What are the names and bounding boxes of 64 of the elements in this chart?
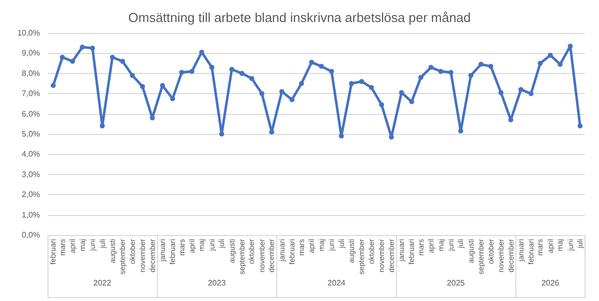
y-tick-label: 6,0% — [22, 109, 40, 118]
point — [289, 97, 294, 102]
point — [528, 91, 534, 96]
point — [418, 74, 424, 80]
y-tick-label: 5,0% — [22, 130, 40, 138]
x2-tick-label: 2025 — [446, 278, 466, 288]
point — [438, 68, 444, 74]
point — [100, 123, 105, 128]
point — [498, 90, 504, 96]
y-tick-label: 8,0% — [22, 68, 40, 78]
point — [189, 68, 194, 74]
y-tick-label: 7,0% — [22, 89, 40, 98]
y-tick-label: 9,0% — [22, 48, 40, 58]
point — [428, 64, 434, 70]
point — [90, 46, 95, 51]
point — [309, 60, 314, 65]
x2-tick-label: 2024 — [328, 278, 346, 288]
y-tick-label: 2,0% — [22, 190, 40, 200]
x2-tick-label: 2026 — [541, 278, 560, 288]
x2-tick-label: 2023 — [208, 278, 226, 288]
y-tick-label: 1,0% — [22, 210, 40, 220]
point — [239, 70, 244, 76]
y-tick-label: 10,0% — [17, 28, 40, 38]
point — [110, 54, 115, 60]
point — [349, 81, 354, 86]
point — [409, 99, 414, 104]
point — [249, 76, 254, 81]
point — [379, 102, 384, 108]
x2-tick-label: 2022 — [93, 278, 112, 288]
point — [60, 54, 65, 60]
point — [468, 72, 474, 78]
point — [179, 70, 184, 75]
point — [448, 70, 454, 75]
point — [279, 89, 284, 94]
point — [359, 78, 364, 84]
point — [298, 81, 304, 86]
chart-title: Omsättning till arbete bland inskrivna arbetslösa per månad — [128, 10, 471, 25]
point — [558, 62, 563, 67]
point — [488, 64, 494, 69]
point — [478, 62, 484, 67]
point — [120, 58, 126, 64]
point — [548, 52, 553, 58]
point — [568, 44, 573, 49]
point — [318, 64, 324, 69]
point — [259, 91, 264, 96]
point — [538, 60, 543, 66]
point — [368, 85, 374, 90]
point — [50, 83, 56, 88]
point — [219, 132, 224, 136]
y-tick-label: 3,0% — [22, 170, 40, 179]
point — [518, 87, 524, 92]
point — [209, 64, 214, 70]
point — [458, 128, 464, 134]
point — [229, 66, 234, 72]
point — [388, 134, 394, 140]
point — [70, 58, 76, 64]
y-tick-label: 4,0% — [22, 150, 40, 159]
point — [329, 68, 334, 74]
point — [140, 84, 146, 90]
y-tick-label: 0,0% — [22, 230, 40, 240]
point — [80, 44, 85, 50]
point — [578, 123, 583, 128]
point — [338, 134, 344, 139]
point — [130, 72, 135, 78]
